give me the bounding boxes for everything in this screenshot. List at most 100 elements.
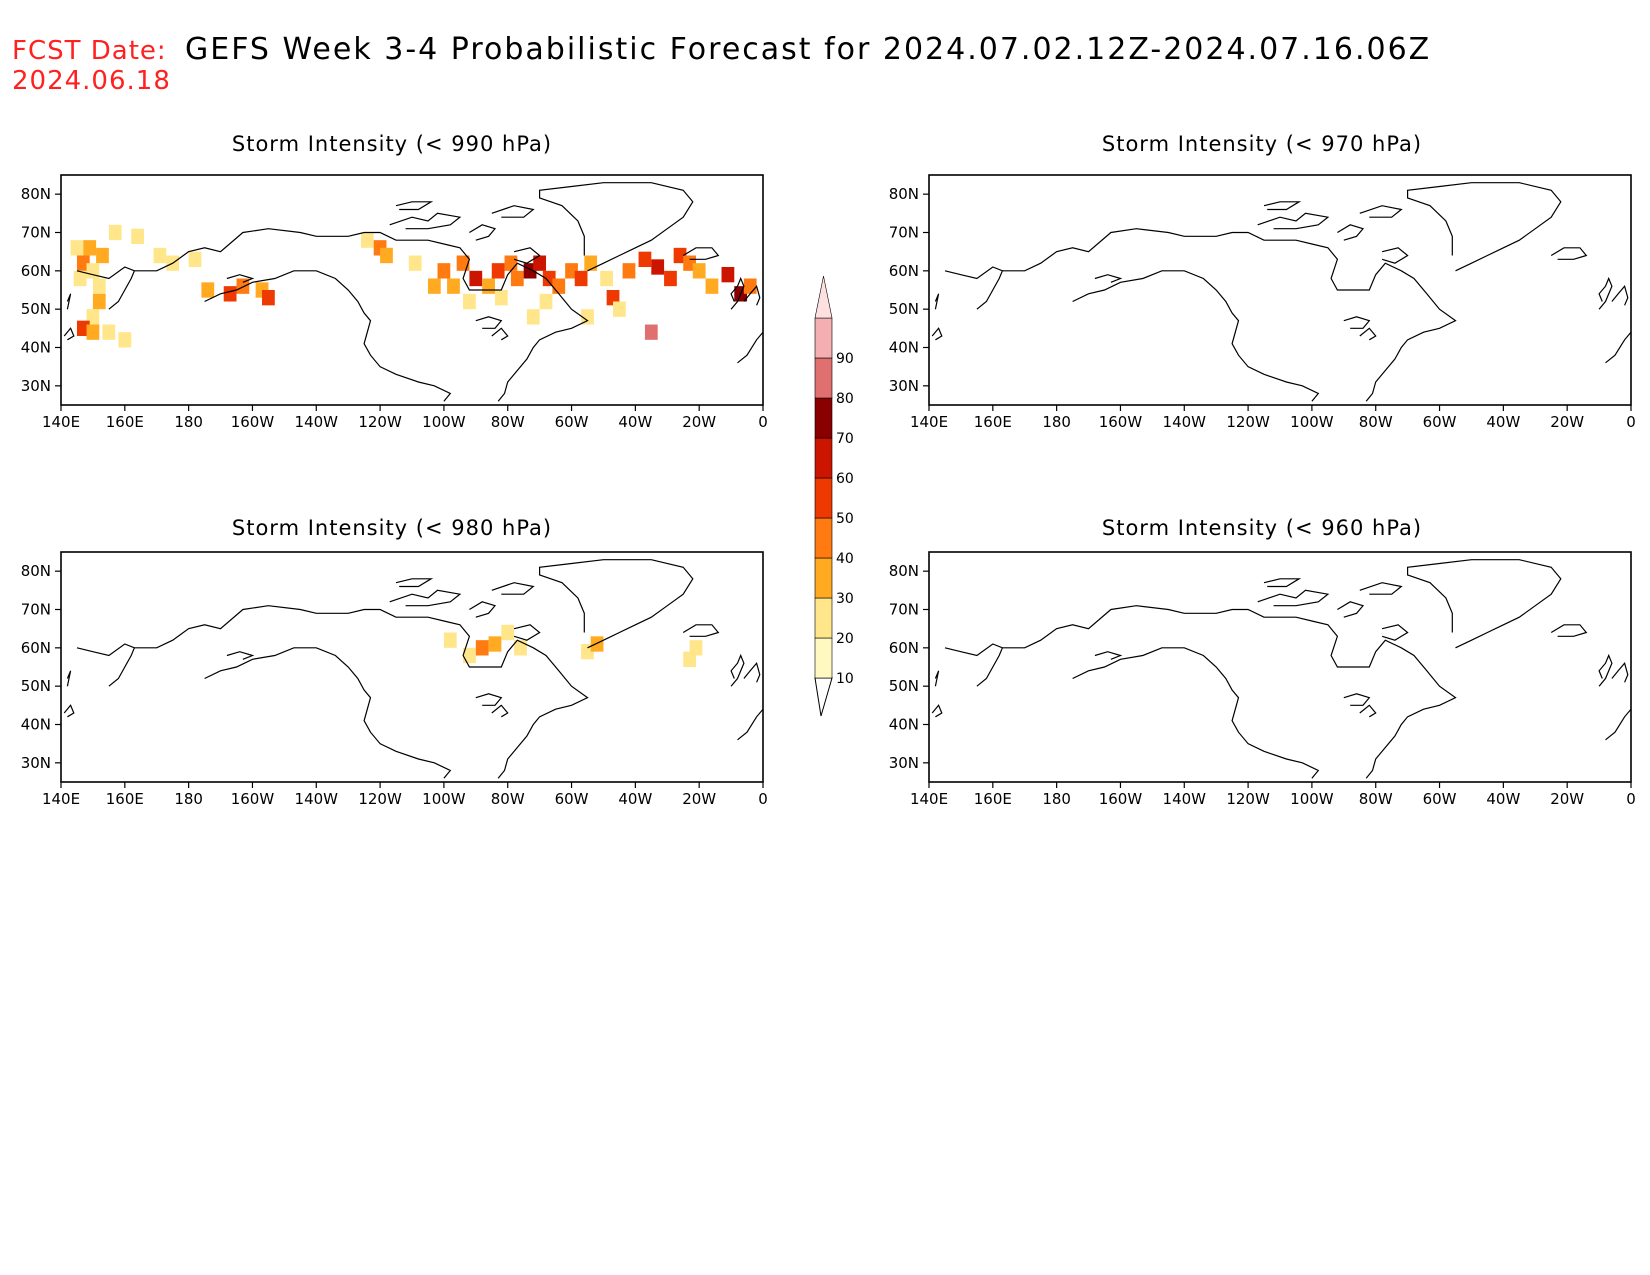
lat-tick-label: 30N — [889, 377, 919, 395]
lon-tick-label: 160W — [231, 790, 275, 808]
colorbar-upper-extension — [814, 275, 833, 319]
lon-tick-label: 140W — [1163, 413, 1207, 431]
lat-tick-label: 60N — [889, 262, 919, 280]
probability-cell — [469, 270, 483, 287]
probability-cell — [743, 278, 757, 294]
lon-tick-label: 40W — [1486, 413, 1520, 431]
map-frame — [60, 174, 764, 406]
lon-tick-label: 80W — [1359, 790, 1393, 808]
fcst-date-value: 2024.06.18 — [12, 66, 171, 96]
coastline — [1605, 708, 1631, 741]
lon-tick-label: 60W — [555, 413, 589, 431]
probability-cell — [118, 332, 132, 348]
colorbar-segment — [814, 517, 833, 559]
lon-tick-label: 0 — [1626, 413, 1636, 431]
probability-cell — [108, 224, 122, 241]
lat-tick-label: 40N — [889, 716, 919, 734]
coastline — [1550, 247, 1588, 260]
lat-tick-label: 80N — [21, 562, 51, 580]
probability-cell — [504, 255, 518, 271]
coastline — [1611, 284, 1629, 306]
probability-cell — [427, 278, 441, 294]
lat-tick-label: 80N — [889, 562, 919, 580]
probability-cell — [574, 270, 588, 287]
lon-tick-label: 160W — [1099, 413, 1143, 431]
probability-cell — [131, 228, 144, 244]
probability-cell — [360, 232, 374, 248]
coastline — [934, 670, 940, 687]
lon-tick-label: 20W — [682, 790, 716, 808]
colorbar-label: 10 — [836, 671, 854, 687]
lon-tick-label: 20W — [1550, 413, 1584, 431]
lon-tick-label: 20W — [1550, 790, 1584, 808]
lat-tick-label: 50N — [21, 300, 51, 318]
coastline — [1263, 201, 1302, 211]
coastline — [395, 201, 434, 211]
lat-tick-label: 70N — [21, 601, 51, 619]
lat-tick-label: 50N — [21, 677, 51, 695]
probability-cell — [501, 624, 515, 641]
coastline — [491, 327, 509, 341]
lon-tick-label: 40W — [618, 790, 652, 808]
probability-cell — [526, 309, 540, 325]
lon-tick-label: 0 — [758, 413, 768, 431]
lon-tick-label: 140W — [295, 790, 339, 808]
coastline — [1094, 274, 1123, 283]
probability-cell — [644, 324, 658, 340]
lon-tick-label: 20W — [682, 413, 716, 431]
coastline — [743, 661, 761, 683]
lon-tick-label: 160E — [106, 790, 144, 808]
map-frame — [928, 174, 1632, 406]
lon-tick-label: 100W — [1290, 413, 1334, 431]
lat-tick-label: 30N — [21, 377, 51, 395]
probability-cell — [581, 644, 594, 660]
coastline — [931, 327, 943, 341]
coastline — [1359, 704, 1377, 718]
probability-cell — [552, 278, 566, 294]
probability-cell — [223, 286, 237, 302]
lat-tick-label: 50N — [889, 300, 919, 318]
panel-title-960: Storm Intensity (< 960 hPa) — [1101, 516, 1423, 540]
coastline — [1343, 316, 1371, 329]
coastline — [1343, 693, 1371, 706]
coastline — [1550, 624, 1588, 637]
probability-cell — [83, 240, 97, 256]
coastline — [1381, 247, 1409, 264]
lat-tick-label: 60N — [889, 639, 919, 657]
probability-cell — [622, 263, 636, 279]
coastline — [976, 647, 1003, 687]
lon-tick-label: 140W — [295, 413, 339, 431]
probability-cell — [92, 278, 106, 294]
lat-tick-label: 40N — [889, 339, 919, 357]
coastline — [1359, 205, 1403, 218]
lon-tick-label: 60W — [1423, 413, 1457, 431]
coastline — [513, 624, 541, 641]
coastline — [1407, 182, 1562, 272]
coastline — [730, 276, 745, 310]
coastline — [491, 582, 535, 595]
map-panels: 140E 160E 180 160W 140W 120W 100W 80W 60W 40W 20W 0… — [21, 174, 1636, 808]
coastline — [934, 293, 940, 310]
map-area — [63, 182, 763, 402]
probability-cell — [201, 282, 215, 298]
probability-cell — [721, 267, 735, 283]
lon-tick-label: 100W — [422, 413, 466, 431]
coastline — [1257, 589, 1330, 607]
probability-cell — [664, 270, 677, 287]
map-frame — [928, 551, 1632, 783]
colorbar-segment — [814, 597, 833, 639]
colorbar-label: 70 — [836, 431, 854, 447]
colorbar-segment — [814, 637, 833, 679]
colorbar-label: 90 — [836, 351, 854, 367]
coastline — [730, 653, 745, 687]
probability-cell — [86, 309, 100, 325]
lon-tick-label: 60W — [1423, 790, 1457, 808]
probability-cell — [188, 251, 202, 267]
probability-cell — [491, 263, 505, 279]
colorbar-label: 30 — [836, 591, 854, 607]
lon-tick-label: 120W — [1226, 790, 1270, 808]
probability-cell — [475, 640, 489, 656]
coastline — [737, 708, 763, 741]
lon-tick-label: 120W — [358, 413, 402, 431]
